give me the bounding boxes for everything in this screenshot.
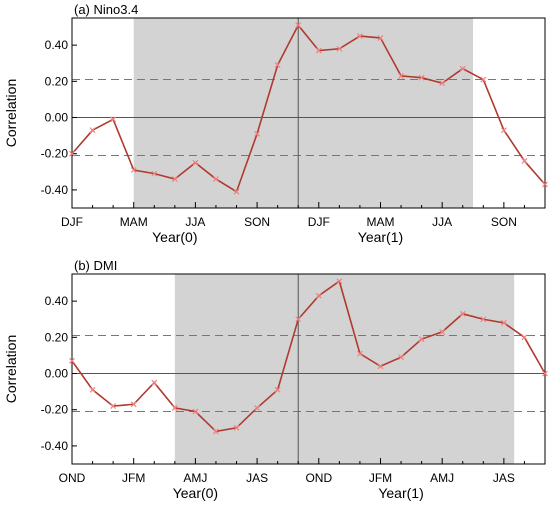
data-point-marker	[418, 336, 425, 343]
x-tick-label: MAM	[120, 215, 148, 229]
data-point-marker	[439, 328, 446, 335]
data-point-marker	[89, 127, 96, 134]
y-tick-label: 0.20	[45, 330, 69, 344]
data-point-marker	[521, 158, 528, 164]
data-point-marker	[110, 116, 117, 123]
data-point-marker	[254, 404, 261, 411]
chart-panel-1: 0.40 0.20 0.00 -0.20 -0.40 OND JFM AMJ JAS OND JFM…	[3, 258, 548, 501]
x-tick-label: SON	[491, 215, 517, 229]
shaded-region	[174, 274, 515, 464]
plot-frame	[71, 17, 546, 209]
data-point-marker	[500, 127, 507, 134]
x-tick-label: JFM	[369, 471, 392, 485]
y-tick-label: 0.00	[45, 367, 69, 381]
y-tick-label: -0.40	[41, 439, 69, 453]
data-point-marker	[151, 379, 158, 386]
data-point-marker	[213, 428, 219, 435]
data-point-marker	[480, 76, 487, 83]
panel-title: (b) DMI	[74, 258, 117, 273]
data-point-marker	[213, 176, 219, 182]
data-point-marker	[459, 310, 466, 317]
chart-panel-0: 0.40 0.20 0.00 -0.20 -0.40 DJF MAM JJA SON DJF MAM…	[3, 2, 548, 245]
data-point-marker	[356, 33, 363, 40]
year-label: Year(0)	[152, 229, 197, 245]
x-tick-label: JAS	[493, 471, 515, 485]
data-point-marker	[233, 424, 240, 431]
data-point-marker	[377, 363, 384, 370]
data-point-marker	[254, 130, 261, 137]
data-point-marker	[480, 316, 487, 323]
data-point-marker	[418, 74, 425, 81]
data-point-marker	[192, 159, 199, 166]
y-axis-label: Correlation	[3, 335, 19, 403]
data-point-marker	[233, 188, 240, 195]
x-tick-label: JJA	[185, 215, 205, 229]
data-point-marker	[69, 150, 75, 157]
series-line	[71, 279, 546, 433]
data-point-marker	[69, 357, 75, 364]
x-tick-label: DJF	[61, 215, 83, 229]
data-point-marker	[295, 22, 302, 29]
x-tick-label: MAM	[366, 215, 394, 229]
panel-title: (a) Nino3.4	[74, 2, 138, 17]
data-point-marker	[151, 170, 158, 177]
data-point-marker	[398, 72, 404, 79]
data-point-marker	[336, 278, 343, 285]
data-point-marker	[336, 45, 343, 52]
data-point-marker	[274, 62, 281, 68]
data-point-marker	[171, 176, 178, 182]
x-tick-label: JJA	[432, 215, 452, 229]
data-point-marker	[439, 80, 446, 87]
y-tick-label: 0.40	[45, 294, 69, 308]
y-tick-label: 0.20	[45, 74, 69, 88]
data-point-marker	[130, 401, 137, 408]
data-point-marker	[192, 408, 199, 415]
data-point-marker	[542, 370, 548, 377]
data-point-marker	[356, 350, 363, 357]
x-tick-label: AMJ	[183, 471, 207, 485]
shaded-region	[133, 18, 474, 208]
data-point-marker	[398, 354, 404, 361]
y-axis-label: Correlation	[3, 79, 19, 147]
data-point-marker	[274, 386, 281, 393]
y-tick-label: 0.00	[45, 111, 69, 125]
x-tick-label: OND	[59, 471, 86, 485]
year-label: Year(1)	[378, 485, 423, 501]
y-tick-label: -0.20	[41, 403, 69, 417]
x-tick-label: JFM	[122, 471, 145, 485]
x-tick-label: JAS	[246, 471, 268, 485]
data-point-marker	[500, 319, 507, 326]
data-point-marker	[377, 34, 384, 41]
data-point-marker	[295, 316, 302, 323]
plot-frame	[71, 273, 546, 465]
x-tick-label: AMJ	[430, 471, 454, 485]
x-tick-label: DJF	[308, 215, 330, 229]
series-line	[71, 23, 546, 193]
y-tick-label: -0.20	[41, 147, 69, 161]
data-point-marker	[130, 167, 137, 173]
x-tick-label: SON	[244, 215, 270, 229]
y-tick-label: -0.40	[41, 183, 69, 197]
year-label: Year(1)	[358, 229, 403, 245]
data-point-marker	[459, 65, 466, 72]
data-point-marker	[89, 386, 96, 393]
data-point-marker	[171, 404, 178, 411]
data-point-marker	[315, 292, 322, 299]
data-point-marker	[110, 403, 117, 410]
y-tick-label: 0.40	[45, 38, 69, 52]
year-label: Year(0)	[173, 485, 218, 501]
data-point-marker	[542, 181, 548, 188]
data-point-marker	[315, 47, 322, 54]
data-point-marker	[521, 334, 528, 341]
x-tick-label: OND	[305, 471, 332, 485]
